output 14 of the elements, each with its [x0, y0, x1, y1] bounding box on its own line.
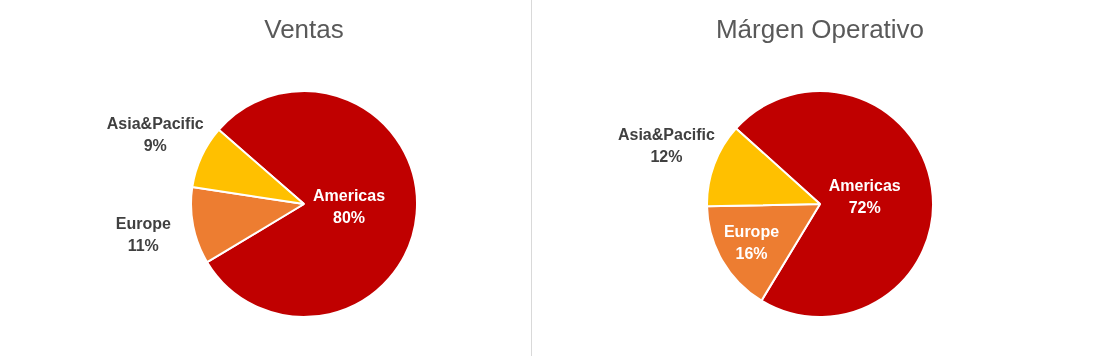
data-label: 80% [333, 209, 366, 227]
data-label: 72% [848, 198, 881, 216]
chart-title: Márgen Operativo [715, 14, 925, 45]
data-label: 12% [650, 148, 683, 166]
slice-label: Americas [313, 187, 386, 205]
data-label: 9% [143, 136, 167, 154]
data-label: 11% [127, 237, 159, 255]
slice-label: Europe [115, 215, 171, 233]
slice-label: Asia&Pacific [106, 114, 204, 132]
chart-title: Ventas [264, 14, 344, 45]
data-label: 16% [735, 244, 768, 262]
slice-label: Americas [828, 176, 901, 194]
slice-label: Europe [723, 222, 780, 240]
slice-label: Asia&Pacific [617, 126, 715, 144]
